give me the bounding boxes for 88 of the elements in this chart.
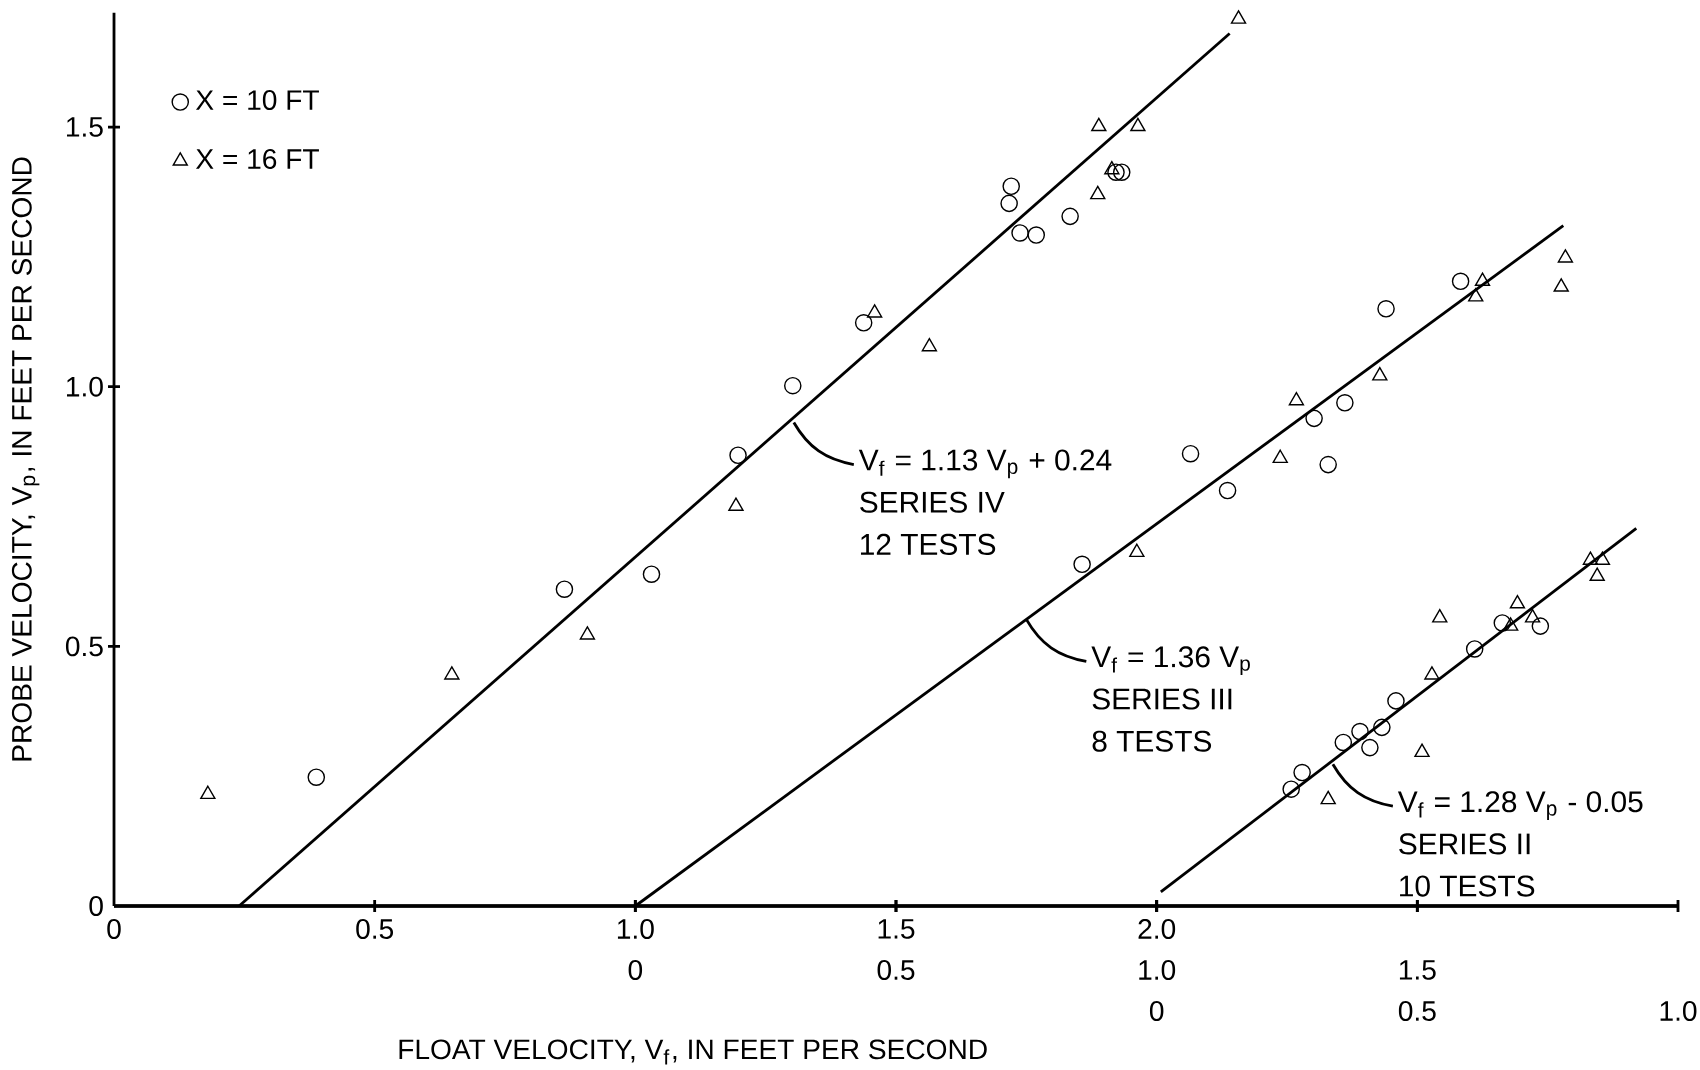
y-axis-title: PROBE VELOCITY, V$_{p}$, IN FEET PER SECOND (11, 157, 40, 761)
x-tick-label: 0 (628, 960, 643, 980)
point (555, 580, 574, 599)
point (200, 785, 216, 800)
legend-label: X = 10 FT (195, 90, 319, 110)
point (1509, 594, 1526, 609)
point (1387, 692, 1405, 710)
point (1112, 163, 1131, 182)
point (1424, 666, 1440, 680)
point (1336, 394, 1354, 412)
point (1582, 551, 1599, 565)
point (1091, 117, 1107, 132)
x-tick-label: 2.0 (1138, 919, 1176, 939)
point (1282, 780, 1300, 798)
point (1372, 367, 1388, 381)
point (854, 314, 873, 332)
point (1218, 481, 1237, 500)
point (866, 304, 883, 318)
x-tick-label: 1.0 (1660, 1001, 1697, 1021)
point (1090, 185, 1106, 200)
annotation: SERIES IV (860, 491, 1005, 513)
point (444, 666, 460, 680)
point (1414, 743, 1430, 758)
point (1288, 391, 1305, 406)
point (1373, 718, 1391, 737)
annotation: 8 TESTS (1092, 730, 1212, 752)
y-tick-label: 1.5 (67, 117, 103, 137)
annotation: SERIES II (1399, 833, 1530, 855)
x-axis-title: FLOAT VELOCITY, V$_{f}$, IN FEET PER SECOND (399, 1039, 987, 1065)
point (1502, 617, 1519, 631)
x-tick-label: 1.5 (878, 919, 915, 939)
point (1468, 288, 1484, 302)
point (1011, 224, 1029, 242)
point (1594, 551, 1611, 565)
point (642, 565, 661, 583)
point (1027, 226, 1046, 244)
point (1002, 177, 1021, 196)
point (1061, 207, 1079, 226)
annotation: V$_{f}$ = 1.13 V$_{p}$ + 0.24 (858, 449, 1112, 479)
point (1351, 722, 1369, 741)
point (1129, 543, 1145, 558)
point (1493, 614, 1512, 632)
point (1474, 272, 1491, 287)
point (1465, 640, 1484, 658)
point (1181, 444, 1200, 463)
point (1524, 609, 1541, 623)
point (579, 626, 596, 640)
point (1230, 10, 1247, 24)
point (921, 337, 938, 352)
point (1293, 763, 1311, 782)
annotation: V$_{f}$ = 1.36 V$_{p}$ (1091, 646, 1250, 675)
point (1377, 300, 1395, 318)
x-tick-label: 1.0 (617, 919, 654, 939)
x-tick-label: 1.0 (1139, 960, 1176, 980)
point (1272, 449, 1288, 464)
point (1319, 455, 1337, 474)
legend-label: X = 16 FT (195, 149, 319, 169)
point (1557, 249, 1574, 263)
point (1305, 409, 1323, 428)
x-tick-label: 0 (1149, 1001, 1164, 1021)
point (1451, 272, 1470, 291)
point (728, 497, 744, 511)
point (1432, 609, 1448, 623)
point (1361, 738, 1379, 757)
annotation: SERIES III (1092, 688, 1232, 710)
x-tick-label: 0 (107, 919, 121, 939)
point (1531, 617, 1550, 635)
point (729, 446, 747, 465)
point (1073, 555, 1091, 574)
annotation: 10 TESTS (1400, 875, 1535, 897)
y-tick-label: 0 (89, 896, 103, 916)
point (783, 376, 802, 395)
x-tick-label: 1.5 (1399, 960, 1436, 980)
annotation: 12 TESTS (861, 533, 996, 555)
x-tick-label: 0.5 (356, 919, 394, 939)
x-tick-label: 0.5 (1398, 1001, 1436, 1021)
point (1334, 733, 1353, 752)
annotation: V$_{f}$ = 1.28 V$_{p}$ - 0.05 (1397, 791, 1643, 820)
point (1000, 194, 1018, 213)
point (1553, 278, 1569, 292)
point (1589, 567, 1605, 581)
point (1107, 163, 1125, 182)
y-tick-label: 0.5 (65, 636, 103, 657)
x-tick-label: 0.5 (877, 960, 915, 980)
point (307, 768, 326, 787)
y-tick-label: 1.0 (67, 376, 103, 397)
point (1104, 160, 1120, 175)
point (1130, 117, 1146, 132)
